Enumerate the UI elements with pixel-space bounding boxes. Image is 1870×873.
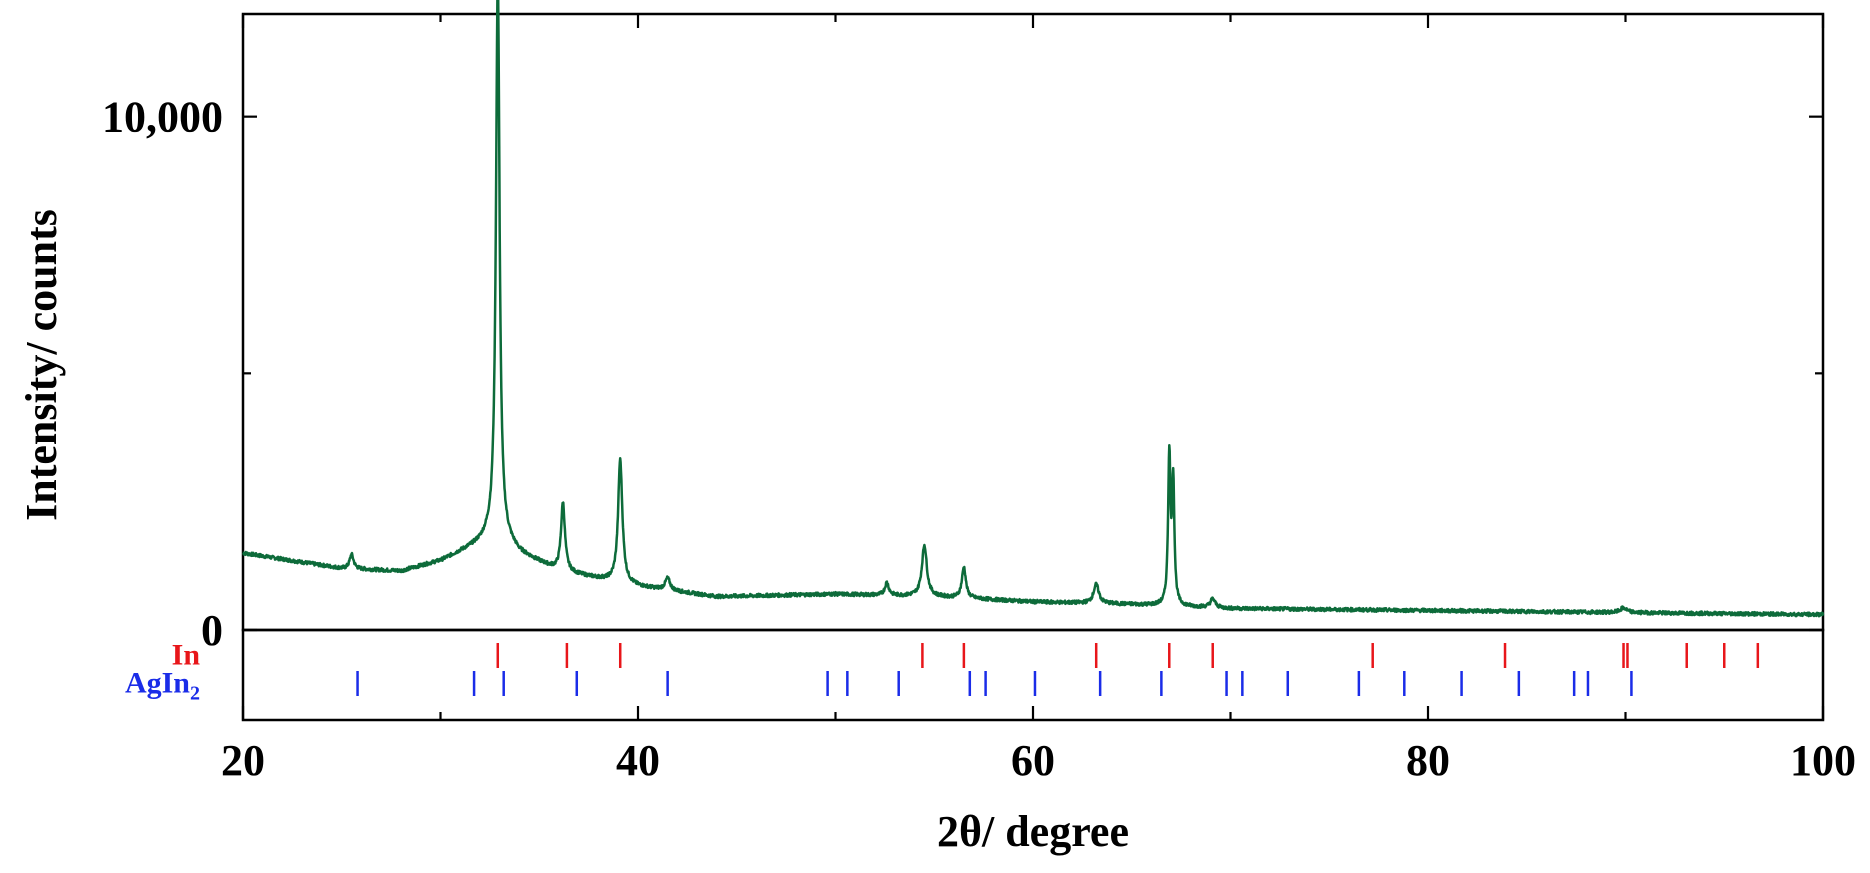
x-axis-label: 2θ/ degree	[937, 807, 1129, 856]
reference-phase-label: AgIn2	[125, 667, 200, 705]
main-plot-frame	[241, 12, 1825, 632]
x-tick-label: 20	[221, 736, 265, 785]
y-tick-label: 0	[201, 606, 223, 655]
y-tick-label: 10,000	[102, 93, 223, 142]
reference-phase-label: In	[172, 639, 201, 672]
x-tick-label: 80	[1406, 736, 1450, 785]
x-tick-label: 60	[1011, 736, 1055, 785]
x-tick-label: 40	[616, 736, 660, 785]
x-tick-label: 100	[1790, 736, 1856, 785]
axis-tick-labels: 20 40 60 80 100 0 10,000	[102, 93, 1856, 785]
y-axis-label: Intensity/ counts	[17, 209, 66, 521]
axis-ticks	[241, 14, 1825, 720]
reference-peak-markers	[356, 643, 1760, 696]
xrd-pattern-series	[242, 0, 1825, 618]
